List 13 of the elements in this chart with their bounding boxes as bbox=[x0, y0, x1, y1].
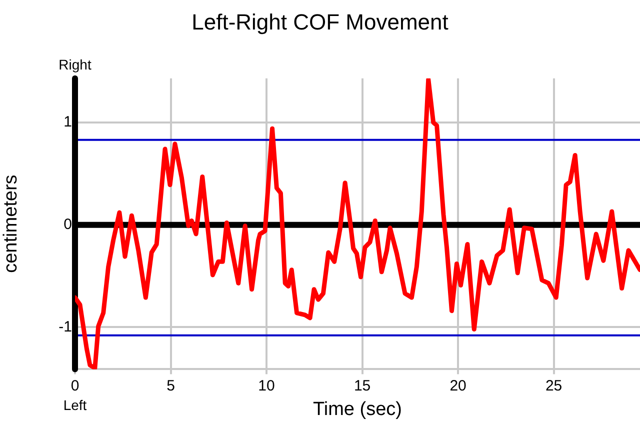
text: Right bbox=[58, 56, 92, 72]
x-tick-label: 15 bbox=[354, 377, 371, 394]
text: Left bbox=[63, 397, 87, 414]
x-tick-label: 5 bbox=[166, 377, 175, 394]
chart-title: Left-Right COF Movement bbox=[192, 9, 448, 34]
y-axis-title: centimeters bbox=[0, 174, 22, 273]
y-tick-label: 1 bbox=[64, 114, 72, 131]
y-tick-label: 0 bbox=[64, 216, 72, 233]
x-axis-title: Time (sec) bbox=[312, 398, 402, 420]
x-tick-label: 20 bbox=[450, 377, 466, 394]
x-tick-label: 10 bbox=[258, 377, 275, 394]
y-tick-label: -1 bbox=[58, 318, 72, 336]
x-tick-label: 25 bbox=[545, 377, 562, 394]
